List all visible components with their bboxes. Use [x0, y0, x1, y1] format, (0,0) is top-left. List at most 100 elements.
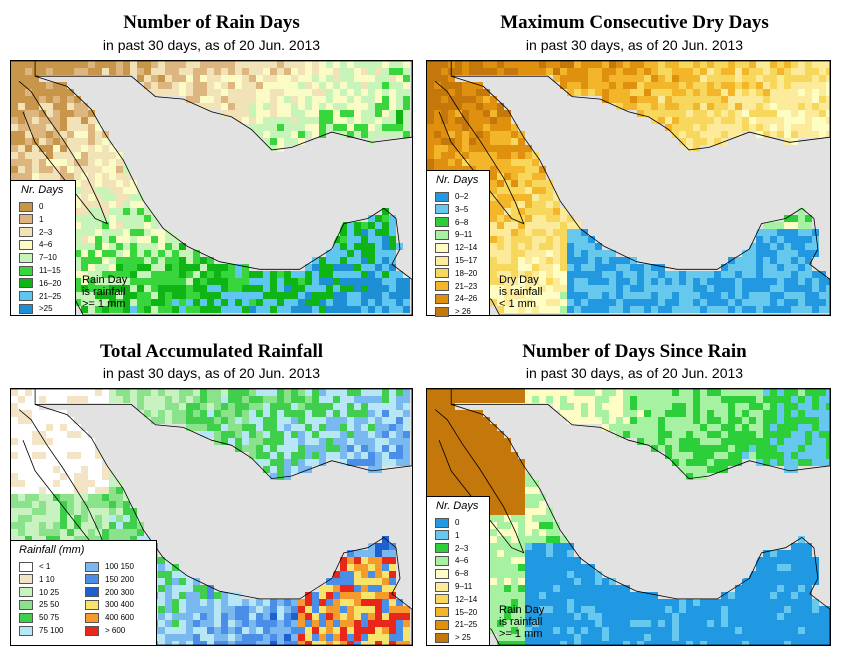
map-cell — [546, 264, 553, 271]
map-cell — [427, 145, 434, 152]
map-cell — [623, 403, 630, 410]
map-cell — [483, 110, 490, 117]
map-cell — [95, 452, 102, 459]
map-cell — [819, 124, 826, 131]
map-cell — [375, 299, 382, 306]
map-cell — [777, 403, 784, 410]
map-cell — [221, 634, 228, 641]
map-cell — [546, 68, 553, 75]
map-cell — [39, 61, 46, 68]
map-cell — [476, 131, 483, 138]
map-cell — [11, 89, 18, 96]
map-cell — [497, 438, 504, 445]
map-cell — [651, 110, 658, 117]
map-cell — [525, 585, 532, 592]
map-cell — [270, 96, 277, 103]
map-cell — [784, 417, 791, 424]
map-cell — [791, 306, 798, 313]
map-cell — [312, 285, 319, 292]
map-cell — [249, 306, 256, 313]
map-cell — [354, 75, 361, 82]
map-cell — [714, 424, 721, 431]
map-cell — [567, 271, 574, 278]
map-cell — [375, 243, 382, 250]
map-cell — [749, 264, 756, 271]
map-cell — [518, 592, 525, 599]
map-cell — [396, 641, 403, 645]
map-cell — [186, 257, 193, 264]
map-cell — [490, 236, 497, 243]
map-cell — [179, 389, 186, 396]
map-cell — [382, 299, 389, 306]
map-cell — [256, 124, 263, 131]
map-cell — [679, 431, 686, 438]
map-cell — [333, 585, 340, 592]
map-cell — [672, 417, 679, 424]
map-cell — [448, 89, 455, 96]
map-cell — [326, 89, 333, 96]
map-cell — [616, 68, 623, 75]
map-cell — [270, 613, 277, 620]
map-cell — [95, 299, 102, 306]
map-cell — [109, 194, 116, 201]
map-cell — [375, 389, 382, 396]
map-cell — [32, 459, 39, 466]
map-cell — [588, 585, 595, 592]
map-cell — [462, 152, 469, 159]
map-cell — [46, 431, 53, 438]
map-cell — [200, 396, 207, 403]
map-cell — [462, 110, 469, 117]
map-cell — [441, 445, 448, 452]
map-cell — [81, 473, 88, 480]
legend-label: 3–5 — [455, 204, 469, 214]
map-cell — [389, 634, 396, 641]
map-cell — [298, 278, 305, 285]
map-cell — [700, 438, 707, 445]
map-cell — [693, 292, 700, 299]
map-cell — [263, 431, 270, 438]
map-cell — [95, 292, 102, 299]
map-cell — [490, 131, 497, 138]
map-cell — [347, 229, 354, 236]
map-cell — [53, 152, 60, 159]
map-cell — [784, 396, 791, 403]
map-cell — [382, 627, 389, 634]
map-cell — [249, 606, 256, 613]
map-cell — [144, 278, 151, 285]
map-cell — [46, 452, 53, 459]
map-cell — [67, 480, 74, 487]
map-cell — [74, 431, 81, 438]
map-cell — [441, 131, 448, 138]
map-cell — [742, 403, 749, 410]
map-cell — [172, 599, 179, 606]
map-cell — [347, 117, 354, 124]
map-cell — [256, 68, 263, 75]
map-cell — [347, 459, 354, 466]
legend-label: 21–25 — [39, 291, 62, 301]
map-cell — [707, 299, 714, 306]
map-cell — [39, 424, 46, 431]
map-cell — [354, 124, 361, 131]
map-cell — [791, 89, 798, 96]
map-cell — [791, 564, 798, 571]
map-cell — [553, 529, 560, 536]
map-cell — [284, 459, 291, 466]
map-cell — [270, 452, 277, 459]
map-cell — [263, 410, 270, 417]
map-cell — [805, 445, 812, 452]
map-cell — [546, 215, 553, 222]
map-cell — [567, 592, 574, 599]
map-cell — [214, 396, 221, 403]
map-cell — [448, 75, 455, 82]
legend-item: 1 — [19, 214, 43, 225]
map-cell — [144, 68, 151, 75]
map-cell — [798, 124, 805, 131]
map-cell — [249, 285, 256, 292]
map-cell — [263, 389, 270, 396]
map-cell — [504, 571, 511, 578]
map-cell — [354, 403, 361, 410]
map-cell — [756, 578, 763, 585]
map-cell — [707, 75, 714, 82]
map-cell — [665, 285, 672, 292]
map-cell — [532, 396, 539, 403]
